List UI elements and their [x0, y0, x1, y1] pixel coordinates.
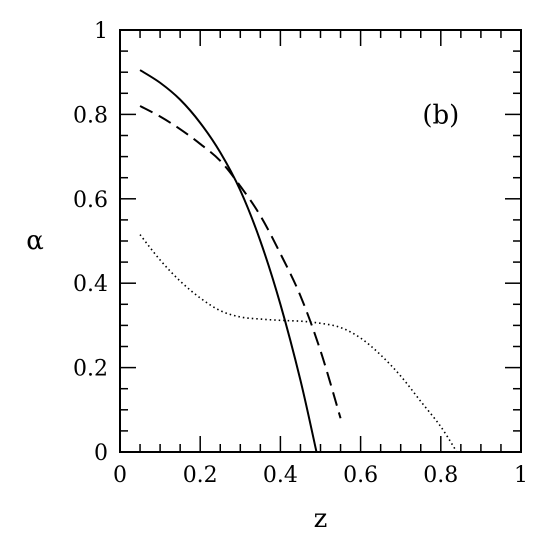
series-dashed-line	[139, 105, 342, 419]
major-ticks	[119, 29, 522, 453]
y-tick-label: 0.2	[73, 357, 108, 382]
panel-annotation: (b)	[422, 100, 459, 130]
x-tick-label: 0.8	[423, 463, 458, 488]
y-tick-label: 0	[94, 441, 108, 466]
x-axis-label: z	[314, 504, 328, 534]
y-tick-label: 0.4	[73, 272, 108, 297]
y-tick-label: 0.6	[73, 188, 108, 213]
series-solid-line	[139, 69, 318, 453]
y-axis-label: α	[26, 226, 44, 256]
x-tick-label: 0	[113, 463, 127, 488]
series-dotted-line	[139, 234, 458, 453]
y-tick-label: 1	[94, 19, 108, 44]
y-tick-label: 0.8	[73, 103, 108, 128]
plot-frame	[119, 29, 522, 453]
series-group	[139, 69, 458, 453]
minor-ticks	[120, 30, 521, 452]
tick-labels: 0 0.2 0.4 0.6 0.8 1 0 0.2 0.4 0.6 0.8 1	[73, 19, 528, 488]
x-tick-label: 1	[514, 463, 528, 488]
x-tick-label: 0.2	[183, 463, 218, 488]
x-tick-label: 0.4	[263, 463, 298, 488]
x-tick-label: 0.6	[343, 463, 378, 488]
